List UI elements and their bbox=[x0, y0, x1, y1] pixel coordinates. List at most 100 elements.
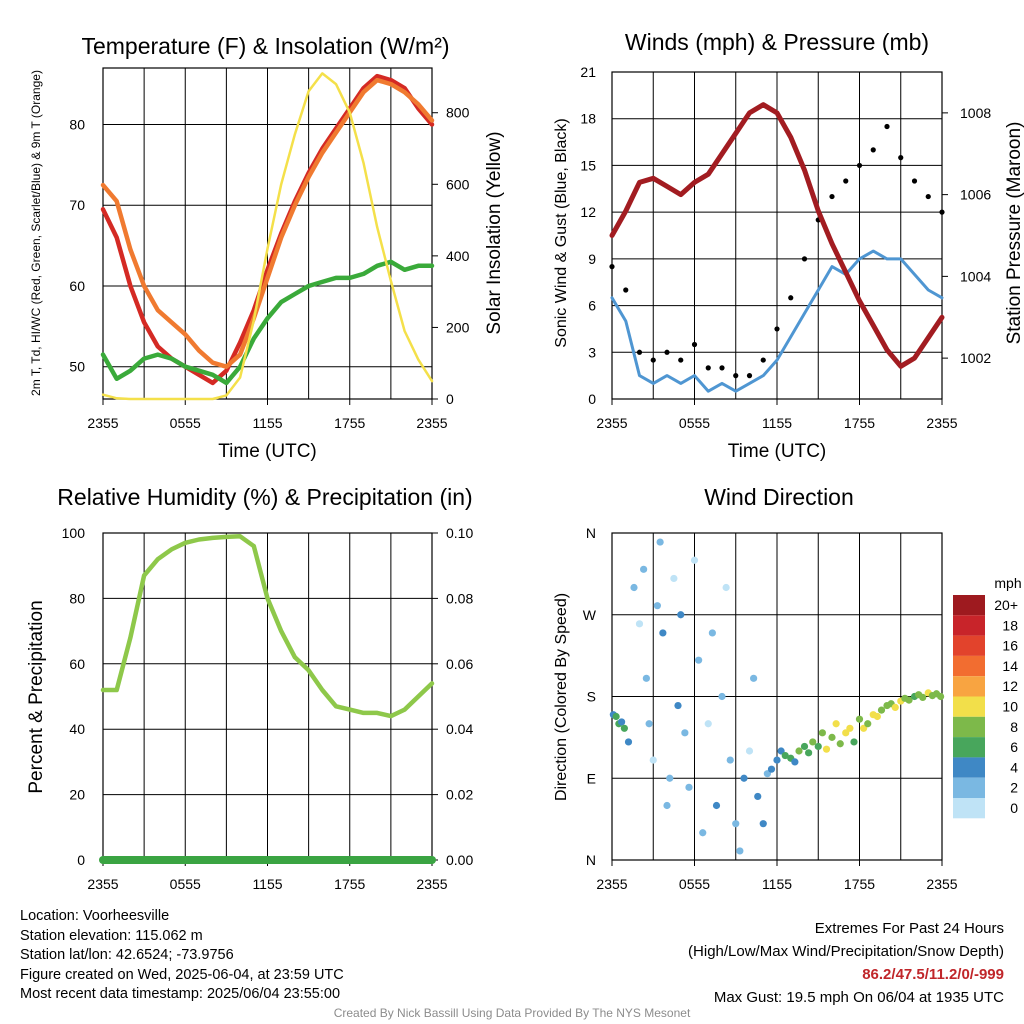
dir-point bbox=[864, 720, 872, 728]
dir-point bbox=[659, 629, 667, 637]
temp-series-dewpoint bbox=[100, 259, 435, 386]
winds-y2tick-label: 1006 bbox=[960, 187, 991, 203]
dir-legend-label: 8 bbox=[1010, 719, 1018, 735]
temp-ytick-label: 50 bbox=[69, 359, 85, 375]
dir-point bbox=[685, 783, 693, 791]
dir-point bbox=[877, 706, 886, 714]
dir-legend-label: 2 bbox=[1010, 780, 1018, 796]
extremes-title: Extremes For Past 24 Hours bbox=[814, 920, 1004, 937]
rh-title: Relative Humidity (%) & Precipitation (i… bbox=[57, 484, 472, 510]
winds-y2tick-label: 1008 bbox=[960, 105, 991, 121]
humidity-panel bbox=[102, 532, 433, 866]
dir-point bbox=[754, 792, 762, 801]
dir-legend-swatch bbox=[953, 676, 985, 697]
dir-legend-swatch bbox=[953, 716, 985, 738]
dir-point bbox=[891, 703, 899, 712]
dir-point bbox=[722, 583, 730, 592]
rh-ytick-label: 60 bbox=[69, 656, 85, 672]
winds-ylabel-right: Station Pressure (Maroon) bbox=[1004, 122, 1024, 345]
dir-point bbox=[937, 692, 945, 701]
winds-gust-point bbox=[884, 123, 890, 130]
winds-gust-point bbox=[664, 349, 670, 355]
rh-y2tick-label: 0.10 bbox=[446, 525, 473, 541]
dir-point bbox=[814, 742, 822, 751]
direction-xtick-label: 2355 bbox=[926, 876, 957, 892]
dir-legend-swatch bbox=[953, 777, 985, 798]
rh-y2tick-label: 0.02 bbox=[446, 787, 473, 803]
dir-legend-swatch bbox=[953, 635, 985, 656]
rh-y2tick-label: 0.08 bbox=[446, 590, 473, 606]
winds-series-wind bbox=[610, 249, 944, 393]
temp-series-insolation bbox=[101, 72, 434, 401]
station-info: Location: Voorheesville Station elevatio… bbox=[20, 907, 344, 1005]
temp-series-temperature_2m bbox=[100, 73, 435, 386]
winds-gust-point bbox=[705, 365, 711, 371]
winds-gust-point bbox=[870, 147, 876, 153]
dir-point bbox=[850, 738, 858, 746]
dir-legend-label: 4 bbox=[1010, 759, 1018, 775]
extremes-panel: Extremes For Past 24 Hours (High/Low/Max… bbox=[688, 917, 1004, 1009]
dir-point bbox=[645, 720, 653, 728]
winds-gust-point bbox=[760, 357, 766, 363]
dir-point bbox=[750, 674, 758, 682]
dir-legend-swatch bbox=[953, 655, 985, 677]
winds-gust-point bbox=[746, 373, 753, 379]
rh-y2tick-label: 0.04 bbox=[446, 721, 473, 737]
temp-series-temperature_9m bbox=[100, 77, 435, 369]
dir-legend-swatch bbox=[953, 798, 985, 819]
winds-title: Winds (mph) & Pressure (mb) bbox=[625, 29, 929, 55]
dir-point bbox=[690, 556, 699, 564]
winds-y2tick-label: 1004 bbox=[960, 268, 991, 284]
rh-series-rh bbox=[100, 534, 435, 719]
dir-legend-label: 20+ bbox=[994, 597, 1018, 613]
winds-gust-point bbox=[650, 357, 656, 363]
station-location: Location: Voorheesville bbox=[20, 908, 170, 924]
rh-ytick-label: 40 bbox=[69, 721, 85, 737]
rh-y2tick-label: 0.00 bbox=[446, 852, 473, 868]
dir-point bbox=[618, 718, 626, 726]
dir-point bbox=[666, 774, 674, 782]
dir-ytick-label: E bbox=[587, 770, 596, 786]
dir-point bbox=[663, 801, 671, 810]
dir-point bbox=[699, 829, 707, 837]
rh-ytick-label: 80 bbox=[69, 590, 85, 606]
dir-legend-title: mph bbox=[994, 575, 1021, 591]
dir-point bbox=[791, 758, 799, 766]
dir-legend-label: 12 bbox=[1002, 678, 1018, 694]
rh-y2tick-label: 0.06 bbox=[446, 656, 473, 672]
dir-point bbox=[649, 756, 657, 764]
winds-xlabel: Time (UTC) bbox=[728, 441, 827, 462]
temp-y2tick-label: 200 bbox=[446, 319, 470, 335]
rh-ytick-label: 100 bbox=[62, 525, 86, 541]
temp-xlabel: Time (UTC) bbox=[218, 441, 317, 462]
dir-point bbox=[836, 740, 844, 748]
dir-legend-label: 14 bbox=[1002, 658, 1018, 674]
recent-timestamp: Most recent data timestamp: 2025/06/04 2… bbox=[20, 986, 341, 1002]
max-gust: Max Gust: 19.5 mph On 06/04 at 1935 UTC bbox=[713, 989, 1004, 1006]
direction-xtick-label: 1155 bbox=[762, 876, 792, 892]
winds-ytick-label: 0 bbox=[588, 391, 596, 407]
winds-gust-point bbox=[623, 287, 629, 293]
dir-point bbox=[718, 692, 726, 701]
winds-xtick-label: 2355 bbox=[926, 415, 957, 431]
dir-point bbox=[732, 820, 740, 828]
temp-y2tick-label: 400 bbox=[446, 248, 470, 264]
winds-ytick-label: 15 bbox=[580, 157, 596, 173]
temp-y2tick-label: 0 bbox=[446, 391, 454, 407]
dir-point bbox=[767, 765, 776, 773]
dir-point bbox=[677, 611, 685, 619]
temperature-xtick-label: 2355 bbox=[87, 415, 118, 431]
winds-gust-point bbox=[843, 178, 849, 184]
winds-gust-point bbox=[801, 256, 808, 262]
winds-ytick-label: 6 bbox=[588, 298, 596, 314]
dir-legend-swatch bbox=[953, 757, 985, 778]
temp-ytick-label: 70 bbox=[69, 197, 85, 213]
temp-y2tick-label: 800 bbox=[446, 105, 470, 121]
winds-ytick-label: 3 bbox=[588, 344, 596, 360]
winds-gust-point bbox=[925, 193, 931, 200]
winds-gust-point bbox=[898, 155, 904, 161]
winds-gust-point bbox=[829, 193, 835, 200]
dir-point bbox=[795, 747, 803, 755]
dir-point bbox=[832, 720, 840, 728]
dir-point bbox=[855, 715, 864, 723]
